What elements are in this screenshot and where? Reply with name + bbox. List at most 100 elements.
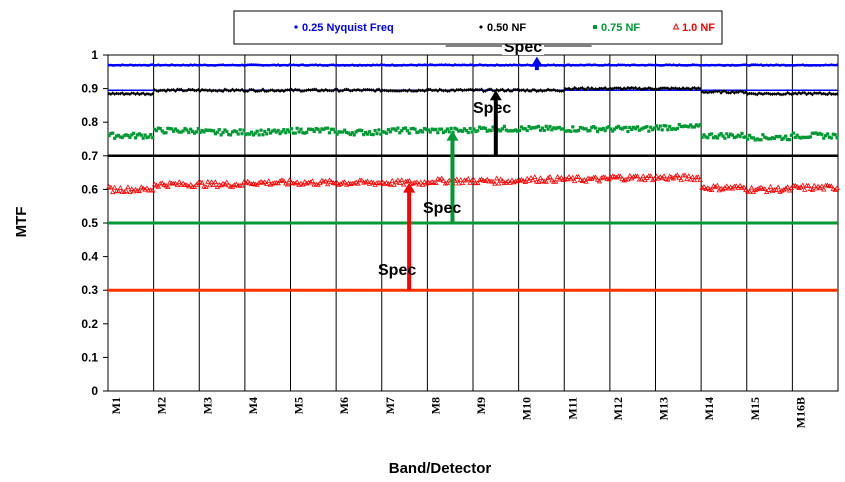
data-point (784, 184, 791, 189)
data-point (721, 134, 725, 138)
data-point (121, 189, 127, 194)
data-point (387, 181, 393, 187)
data-point (145, 135, 149, 140)
data-point (812, 63, 816, 67)
data-point (282, 128, 286, 132)
data-point (603, 85, 607, 90)
data-point (608, 174, 614, 180)
data-point (224, 179, 230, 185)
data-point (681, 125, 685, 129)
data-point (575, 63, 578, 67)
data-point (396, 126, 400, 130)
data-point (558, 64, 561, 67)
data-point (717, 63, 721, 67)
data-point (632, 86, 636, 91)
data-point (145, 64, 149, 67)
data-point (414, 179, 420, 185)
data-point (603, 128, 607, 133)
data-point (185, 63, 189, 67)
data-point (185, 128, 189, 132)
data-point (548, 63, 552, 67)
data-point (512, 87, 516, 92)
data-point (305, 88, 309, 93)
data-point (664, 124, 668, 128)
data-point (396, 64, 400, 67)
data-point (168, 126, 172, 131)
data-point (814, 131, 818, 135)
data-point (179, 130, 183, 134)
data-point (765, 136, 769, 140)
y-tick-label: 0.7 (81, 149, 98, 163)
data-point (194, 130, 198, 134)
data-point (768, 92, 773, 96)
data-point (825, 92, 830, 97)
data-point (235, 63, 238, 67)
data-point (274, 130, 278, 134)
data-point (180, 180, 186, 186)
data-point (700, 135, 704, 139)
data-point (134, 63, 137, 67)
data-point (491, 125, 495, 129)
data-point (497, 176, 504, 182)
data-point (481, 89, 486, 94)
data-point (727, 90, 731, 95)
data-point (461, 63, 464, 67)
data-point (498, 129, 503, 133)
data-point (257, 89, 261, 93)
data-point (453, 126, 457, 130)
data-point (432, 63, 436, 67)
data-point (594, 126, 598, 130)
data-point (292, 180, 298, 186)
data-point (303, 180, 310, 186)
data-point (554, 126, 558, 131)
data-point (175, 87, 179, 92)
data-point (542, 64, 546, 67)
data-point (325, 88, 330, 93)
data-point (752, 63, 755, 66)
data-point (124, 133, 128, 137)
data-point (403, 126, 408, 130)
data-point (413, 89, 417, 93)
data-point (484, 176, 490, 182)
data-point (230, 130, 235, 134)
data-point (424, 127, 429, 132)
y-tick-label: 1 (91, 48, 98, 62)
data-point (117, 185, 124, 190)
data-point (360, 129, 364, 133)
data-point (730, 89, 735, 94)
data-point (651, 128, 655, 132)
data-point (786, 137, 790, 142)
data-point (276, 128, 280, 133)
data-point (825, 132, 830, 136)
data-point (410, 180, 416, 186)
data-point (721, 64, 725, 67)
data-point (455, 87, 459, 92)
data-point (691, 63, 694, 66)
data-point (295, 126, 299, 130)
data-point (460, 129, 465, 133)
data-point (487, 87, 491, 92)
data-point (107, 63, 111, 67)
data-point (584, 87, 588, 92)
data-point (411, 126, 415, 131)
data-point (609, 64, 613, 67)
data-point (736, 133, 740, 137)
data-point (814, 91, 818, 96)
data-point (173, 89, 178, 93)
data-point (563, 87, 567, 91)
data-point (421, 179, 428, 184)
series-0-25-nyquist-freq (107, 63, 839, 67)
data-point (803, 64, 807, 67)
data-point (352, 133, 356, 137)
data-point (559, 127, 563, 131)
data-point (199, 179, 205, 185)
x-tick-label: M9 (474, 397, 488, 414)
data-point (634, 63, 637, 67)
data-point (263, 129, 267, 133)
legend-label: 0.75 NF (601, 22, 640, 34)
data-point (678, 177, 684, 182)
data-point (586, 85, 590, 90)
data-point (419, 128, 423, 133)
data-point (816, 63, 820, 67)
data-point (428, 130, 432, 134)
